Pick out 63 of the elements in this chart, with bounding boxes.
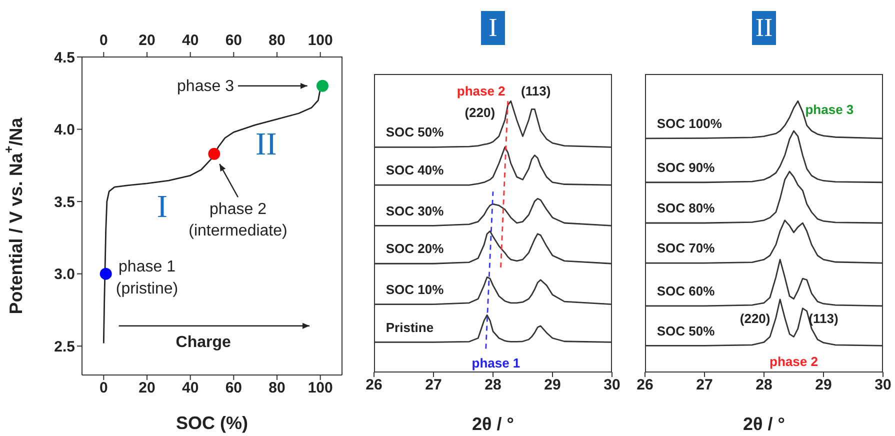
x2-tick-label: 0 bbox=[99, 32, 108, 49]
point bbox=[316, 80, 328, 92]
x-axis-title: SOC (%) bbox=[176, 413, 248, 433]
x-tick-label: 20 bbox=[138, 380, 156, 397]
x-tick-label: 100 bbox=[308, 380, 333, 397]
text: (113) bbox=[521, 82, 551, 98]
annotation: Charge bbox=[176, 333, 231, 350]
x-tick-label: 26 bbox=[636, 376, 654, 394]
y-tick-label: 4.5 bbox=[54, 49, 75, 66]
x-tick-label: 28 bbox=[756, 376, 772, 394]
x-tick-label: 29 bbox=[544, 376, 561, 394]
series-label: SOC 70% bbox=[656, 240, 716, 256]
point bbox=[100, 268, 112, 280]
series-label: SOC 50% bbox=[386, 124, 444, 140]
annotation: phase 1 bbox=[472, 355, 520, 370]
annotation: phase 1 bbox=[118, 258, 176, 276]
x-tick-label: 30 bbox=[604, 376, 620, 394]
x-tick-label: 30 bbox=[874, 376, 892, 394]
text: phase 2 bbox=[456, 82, 506, 98]
x-axis-title: 2θ / ° bbox=[472, 414, 514, 434]
annotation: phase 3 bbox=[805, 102, 854, 117]
series-label: SOC 50% bbox=[656, 323, 716, 338]
y-tick-label: 3.5 bbox=[54, 194, 75, 211]
series-label: SOC 80% bbox=[656, 200, 716, 216]
y-tick-label: 2.5 bbox=[54, 338, 75, 356]
x-tick-label: 28 bbox=[484, 376, 502, 394]
point bbox=[208, 148, 220, 160]
series-label: SOC 40% bbox=[386, 162, 444, 178]
chart-title: I bbox=[481, 11, 505, 45]
x-tick-label: 29 bbox=[815, 376, 832, 394]
annotation: (intermediate) bbox=[188, 222, 288, 239]
x2-tick-label: 80 bbox=[268, 32, 286, 49]
x2-tick-label: 20 bbox=[138, 32, 156, 49]
series-label: SOC 100% bbox=[656, 116, 722, 132]
x-tick-label: 80 bbox=[268, 380, 286, 397]
x-tick-label: 60 bbox=[225, 380, 242, 397]
series-label: SOC 90% bbox=[656, 160, 716, 175]
annotation: I bbox=[156, 188, 168, 224]
annotation: (220) bbox=[464, 104, 496, 120]
chart-title: II bbox=[752, 11, 776, 45]
annotation: phase 2 bbox=[770, 354, 818, 369]
x-tick-label: 27 bbox=[696, 376, 713, 394]
x-tick-label: 40 bbox=[182, 380, 199, 397]
x2-tick-label: 100 bbox=[308, 32, 333, 49]
x-tick-label: 26 bbox=[366, 376, 382, 394]
series-label: SOC 30% bbox=[386, 203, 444, 218]
x-tick-label: 0 bbox=[99, 380, 108, 397]
annotation: II bbox=[256, 126, 277, 162]
series-label: SOC 10% bbox=[386, 282, 444, 297]
annotation: (113) bbox=[808, 310, 838, 326]
x-tick-label: 27 bbox=[425, 376, 442, 394]
x2-tick-label: 60 bbox=[225, 32, 242, 49]
y-tick-label: 4.0 bbox=[54, 122, 75, 139]
annotation: (pristine) bbox=[116, 280, 178, 297]
annotation: phase 2 bbox=[210, 200, 267, 218]
series-label: SOC 60% bbox=[656, 284, 716, 298]
annotation: (220) bbox=[740, 310, 770, 326]
series-label: SOC 20% bbox=[386, 241, 444, 256]
x2-tick-label: 40 bbox=[182, 32, 199, 49]
x-axis-title: 2θ / ° bbox=[743, 414, 785, 434]
y-tick-label: 3.0 bbox=[54, 266, 75, 284]
annotation: phase 3 bbox=[177, 77, 234, 94]
series-label: Pristine bbox=[386, 320, 434, 335]
